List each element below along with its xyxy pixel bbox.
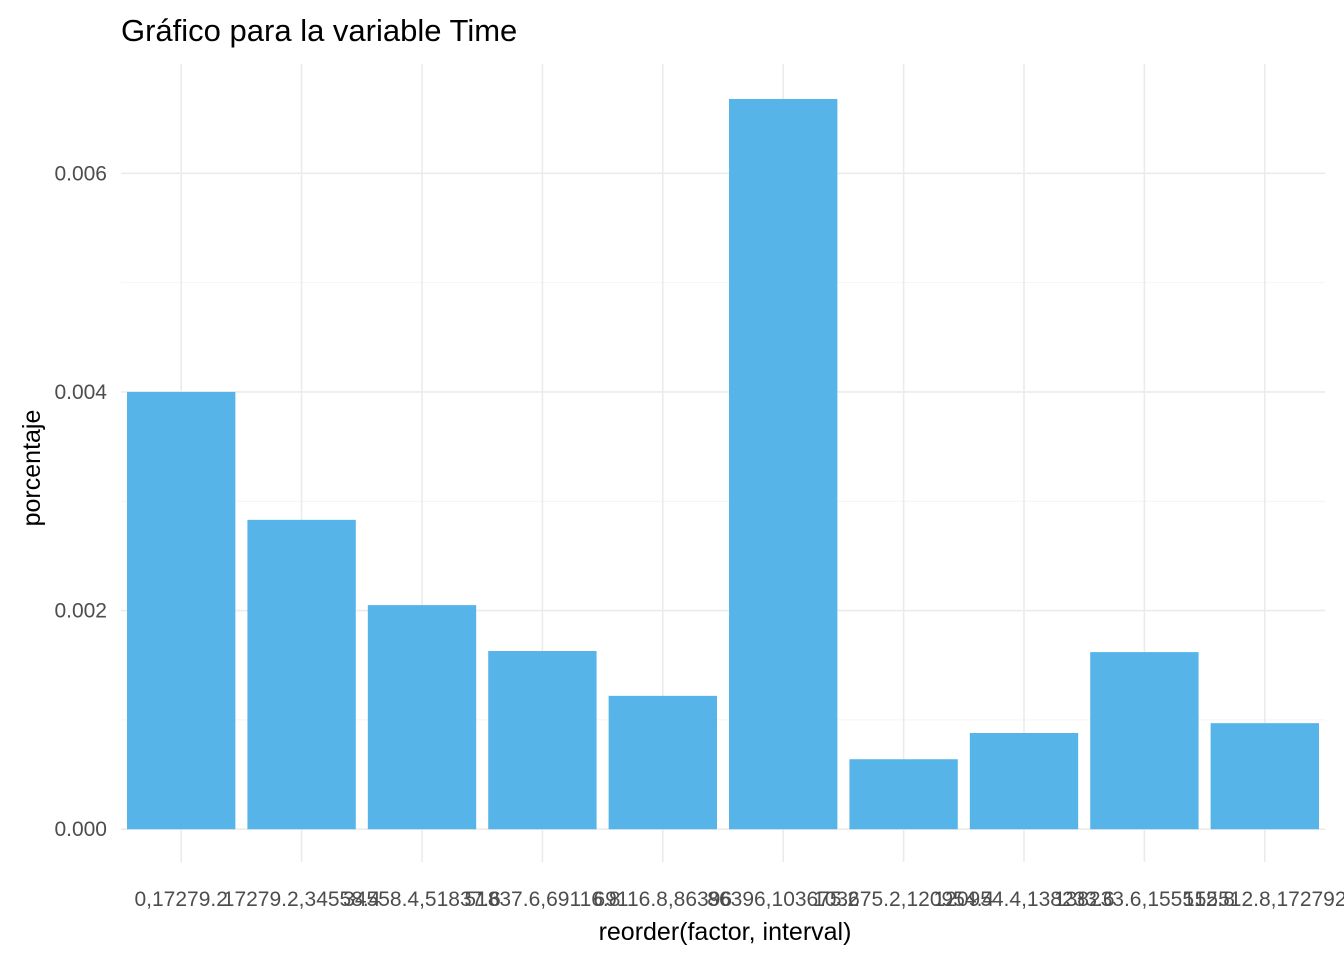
y-tick-label: 0.004 — [54, 381, 107, 404]
x-tick-label: 34558.4,51837.6 — [343, 888, 501, 911]
x-tick-labels: 0,17279.217279.2,34558.434558.4,51837.65… — [134, 888, 1344, 911]
x-tick-label: 0,17279.2 — [134, 888, 227, 911]
bar — [969, 733, 1079, 830]
bar — [127, 391, 236, 830]
x-tick-label: 51837.6,69116.8 — [464, 888, 620, 911]
y-tick-label: 0.002 — [54, 600, 107, 623]
bar — [367, 605, 477, 830]
x-tick-label: 103675.2,120954.4 — [813, 888, 994, 911]
x-tick-label: 86396,103675.2 — [707, 888, 859, 911]
y-axis-title: porcentaje — [18, 410, 46, 527]
bar — [1210, 723, 1319, 830]
y-tick-label: 0.000 — [54, 818, 107, 841]
x-tick-label: 17279.2,34558.4 — [223, 888, 381, 911]
bar — [1090, 652, 1199, 830]
y-tick-label: 0.006 — [54, 162, 107, 185]
chart-title: Gráfico para la variable Time — [121, 13, 517, 48]
x-tick-label: 138233.6,155512.8 — [1054, 888, 1235, 911]
x-tick-label: 155512.8,172792 — [1183, 888, 1344, 911]
bar — [849, 759, 958, 830]
x-axis-title: reorder(factor, interval) — [599, 918, 852, 946]
x-tick-label: 120954.4,138233.6 — [933, 888, 1114, 911]
bar — [488, 651, 597, 830]
y-tick-labels: 0.000 0.002 0.004 0.006 — [54, 162, 107, 841]
bar — [729, 98, 838, 830]
bars — [127, 98, 1319, 830]
bar — [608, 695, 717, 830]
bar — [247, 519, 356, 830]
x-tick-label: 69116.8,86396 — [594, 888, 733, 911]
